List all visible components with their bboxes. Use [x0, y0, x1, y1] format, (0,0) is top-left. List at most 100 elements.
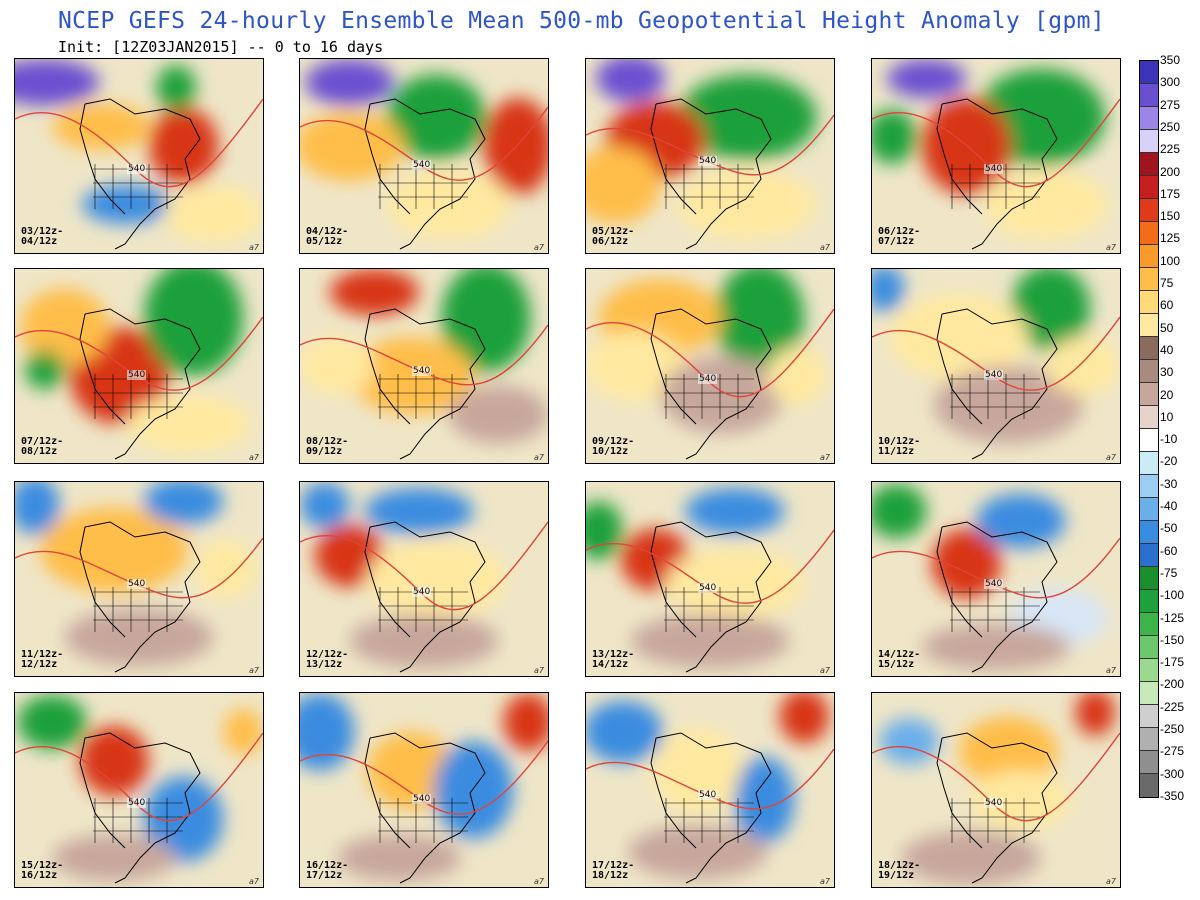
contour-540-label: 540 — [698, 583, 718, 593]
coastline — [650, 521, 772, 673]
anomaly-region — [300, 111, 405, 182]
anomaly-region — [677, 74, 817, 160]
colorbar-tick-label: -200 — [1160, 677, 1185, 692]
map-panel: 540 18/12z- 19/12z a7 — [871, 692, 1121, 888]
contour-540-label: 540 — [127, 164, 147, 174]
credit-mark: a7 — [249, 453, 259, 462]
anomaly-region — [24, 350, 65, 390]
map-panel: 540 12/12z- 13/12z a7 — [299, 481, 549, 677]
coastline — [79, 308, 201, 460]
anomaly-region — [586, 146, 661, 224]
colorbar-tick-label: -125 — [1160, 610, 1185, 625]
anomaly-region — [329, 269, 420, 316]
colorbar-swatch — [1140, 222, 1158, 245]
anomaly-region — [586, 501, 624, 560]
anomaly-region — [148, 107, 219, 186]
anomaly-region — [17, 694, 87, 750]
colorbar-swatch — [1140, 774, 1158, 797]
colorbar-tick-label: 10 — [1160, 409, 1174, 424]
anomaly-region — [52, 834, 177, 882]
panel-time-label: 13/12z- 14/12z — [592, 649, 635, 670]
map-panel: 540 15/12z- 16/12z a7 — [14, 692, 264, 888]
colorbar-swatch — [1140, 659, 1158, 682]
colorbar-swatch — [1140, 107, 1158, 130]
map-panel: 540 07/12z- 08/12z a7 — [14, 268, 264, 464]
anomaly-region — [433, 741, 514, 839]
colorbar-swatch — [1140, 728, 1158, 751]
contour-540-label: 540 — [127, 370, 147, 380]
colorbar-tick-label: 275 — [1160, 97, 1181, 112]
anomaly-region — [39, 507, 189, 593]
colorbar-tick-label: -30 — [1160, 476, 1178, 491]
map-panel: 540 14/12z- 15/12z a7 — [871, 481, 1121, 677]
anomaly-region — [349, 336, 474, 415]
anomaly-region — [19, 288, 110, 366]
anomaly-field — [15, 59, 263, 250]
anomaly-region — [628, 824, 768, 880]
colorbar-tick-label: -275 — [1160, 744, 1185, 759]
contour-540-label: 540 — [984, 370, 1004, 380]
colorbar-tick-label: 50 — [1160, 320, 1174, 335]
anomaly-region — [304, 59, 395, 106]
colorbar-tick-label: 175 — [1160, 186, 1181, 201]
anomaly-region — [366, 540, 506, 618]
anomaly-region — [872, 483, 927, 539]
anomaly-region — [300, 482, 350, 529]
anomaly-region — [734, 757, 795, 843]
anomaly-region — [15, 482, 60, 535]
colorbar-tick-label: -100 — [1160, 588, 1185, 603]
anomaly-region — [660, 356, 785, 434]
anomaly-field — [300, 482, 548, 673]
colorbar-tick-label: -250 — [1160, 722, 1185, 737]
anomaly-region — [79, 725, 149, 796]
credit-mark: a7 — [249, 877, 259, 886]
colorbar-tick-label: -60 — [1160, 543, 1178, 558]
anomaly-region — [879, 718, 939, 765]
anomaly-field — [586, 59, 834, 250]
map-panel: 540 16/12z- 17/12z a7 — [299, 692, 549, 888]
map-panel: 540 06/12z- 07/12z a7 — [871, 58, 1121, 254]
colorbar-tick-label: 125 — [1160, 231, 1181, 246]
anomaly-region — [1010, 269, 1091, 351]
panel-time-label: 14/12z- 15/12z — [878, 649, 921, 670]
colorbar-swatch — [1140, 544, 1158, 567]
map-panel: 540 10/12z- 11/12z a7 — [871, 268, 1121, 464]
credit-mark: a7 — [1106, 877, 1116, 886]
map-panel: 540 08/12z- 09/12z a7 — [299, 268, 549, 464]
colorbar — [1139, 60, 1159, 798]
colorbar-tick-label: 30 — [1160, 365, 1174, 380]
anomaly-region — [448, 385, 548, 444]
contour-540-label: 540 — [412, 587, 432, 597]
anomaly-region — [503, 693, 548, 752]
coastline — [364, 732, 486, 884]
colorbar-swatch — [1140, 199, 1158, 222]
anomaly-region — [958, 716, 1058, 787]
colorbar-swatch — [1140, 452, 1158, 475]
colorbar-swatch — [1140, 429, 1158, 452]
credit-mark: a7 — [249, 243, 259, 252]
anomaly-region — [81, 185, 172, 224]
credit-mark: a7 — [534, 453, 544, 462]
colorbar-tick-label: 200 — [1160, 164, 1181, 179]
colorbar-swatch — [1140, 383, 1158, 406]
contour-540-label: 540 — [127, 798, 147, 808]
colorbar-tick-label: 100 — [1160, 253, 1181, 268]
anomaly-region — [921, 623, 1071, 671]
map-panel: 540 09/12z- 10/12z a7 — [585, 268, 835, 464]
panel-time-label: 12/12z- 13/12z — [306, 649, 349, 670]
map-panel: 540 11/12z- 12/12z a7 — [14, 481, 264, 677]
map-panel: 540 04/12z- 05/12z a7 — [299, 58, 549, 254]
panel-time-label: 18/12z- 19/12z — [878, 860, 921, 881]
credit-mark: a7 — [820, 877, 830, 886]
panel-time-label: 04/12z- 05/12z — [306, 226, 349, 247]
anomaly-region — [886, 59, 967, 98]
coastline — [364, 308, 486, 460]
colorbar-tick-label: 300 — [1160, 75, 1181, 90]
colorbar-tick-label: 60 — [1160, 298, 1174, 313]
colorbar-swatch — [1140, 153, 1158, 176]
contour-540-label: 540 — [984, 164, 1004, 174]
colorbar-swatch — [1140, 521, 1158, 544]
map-panel: 540 03/12z- 04/12z a7 — [14, 58, 264, 254]
anomaly-region — [300, 336, 375, 396]
colorbar-swatch — [1140, 751, 1158, 774]
